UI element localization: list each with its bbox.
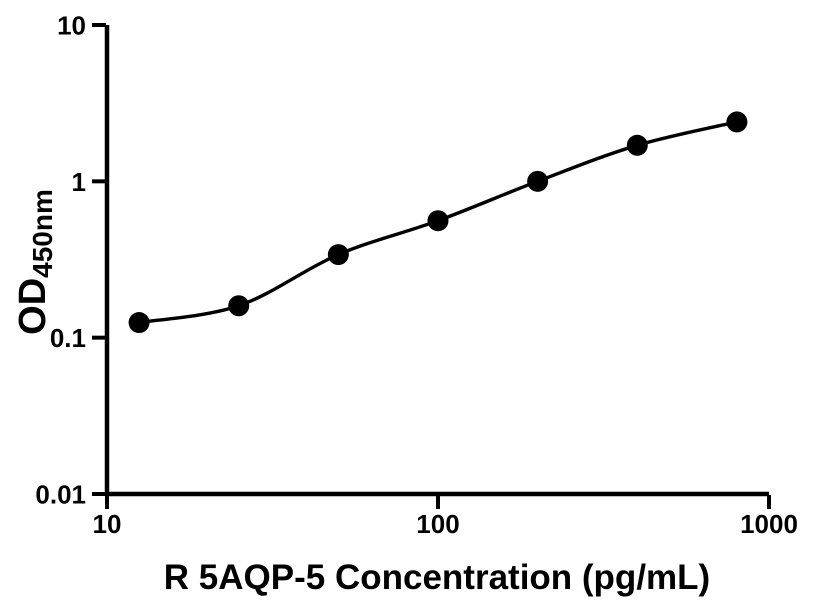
y-axis-label-sub: 450nm: [27, 189, 58, 278]
x-tick-label: 100: [416, 509, 459, 539]
data-point: [726, 111, 748, 133]
data-point: [626, 134, 648, 156]
data-point: [128, 312, 150, 334]
y-tick-label: 10: [57, 11, 86, 41]
y-axis-label: OD450nm: [9, 162, 58, 362]
y-tick-label: 0.1: [50, 323, 86, 353]
x-axis-title: R 5AQP-5 Concentration (pg/mL): [163, 558, 711, 597]
data-point: [527, 170, 549, 192]
y-tick-label: 1: [72, 167, 86, 197]
data-point: [327, 244, 349, 266]
x-tick-label: 10: [93, 509, 122, 539]
x-tick-label: 1000: [740, 509, 798, 539]
y-axis-label-main: OD: [12, 277, 54, 335]
data-point: [427, 210, 449, 232]
axis-spine: [104, 25, 769, 497]
y-tick-label: 0.01: [35, 480, 86, 510]
data-point: [228, 295, 250, 317]
